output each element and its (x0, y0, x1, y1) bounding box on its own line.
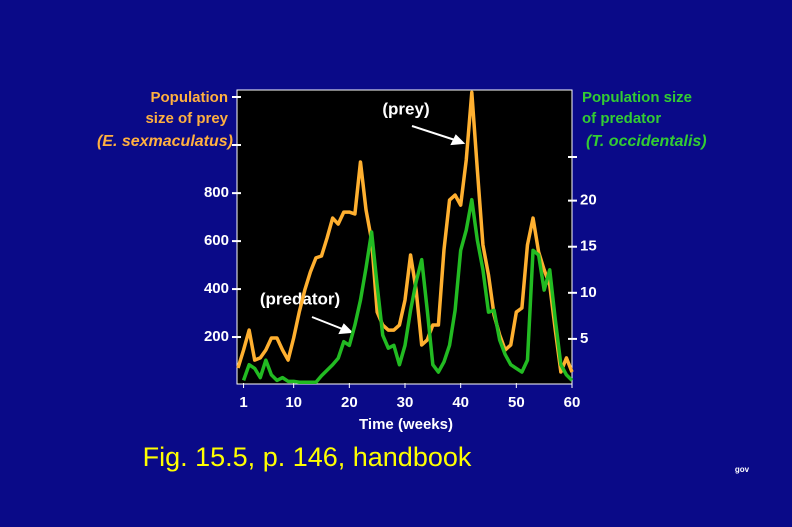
y2-tick-label: 5 (580, 330, 588, 347)
annotation: (prey) (382, 99, 429, 118)
series-line (236, 90, 574, 374)
y2-tick-label: 15 (580, 238, 597, 255)
arrowhead (450, 134, 466, 146)
x-tick-label: 30 (397, 394, 414, 411)
x-tick-label: 60 (564, 394, 581, 411)
arrowhead (338, 323, 354, 335)
x-tick-label: 20 (341, 394, 358, 411)
y-label: (E. sexmaculatus) (97, 133, 233, 150)
y2-tick-label: 10 (580, 284, 597, 301)
x-tick-label: 10 (285, 394, 302, 411)
x-label: Time (weeks) (359, 416, 453, 433)
y-tick-label: 400 (204, 280, 229, 297)
x-tick-label: 50 (508, 394, 525, 411)
arrow (411, 125, 459, 142)
y2-label: of predator (582, 110, 661, 127)
y2-label: Population size (582, 89, 692, 106)
y-label: Population (151, 89, 229, 106)
x-tick-label: 40 (452, 394, 469, 411)
y2-tick-label: 20 (580, 192, 597, 209)
series-line (241, 197, 574, 384)
y2-label: (T. occidentalis) (586, 133, 707, 150)
footnote: gov (735, 465, 750, 474)
y-tick-label: 600 (204, 232, 229, 249)
x-tick-label: 1 (239, 394, 247, 411)
y-tick-label: 200 (204, 328, 229, 345)
y-tick-label: 800 (204, 184, 229, 201)
annotation: (predator) (260, 289, 340, 308)
y-label: size of prey (145, 110, 228, 127)
caption: Fig. 15.5, p. 146, handbook (143, 442, 472, 472)
arrow (311, 316, 346, 331)
